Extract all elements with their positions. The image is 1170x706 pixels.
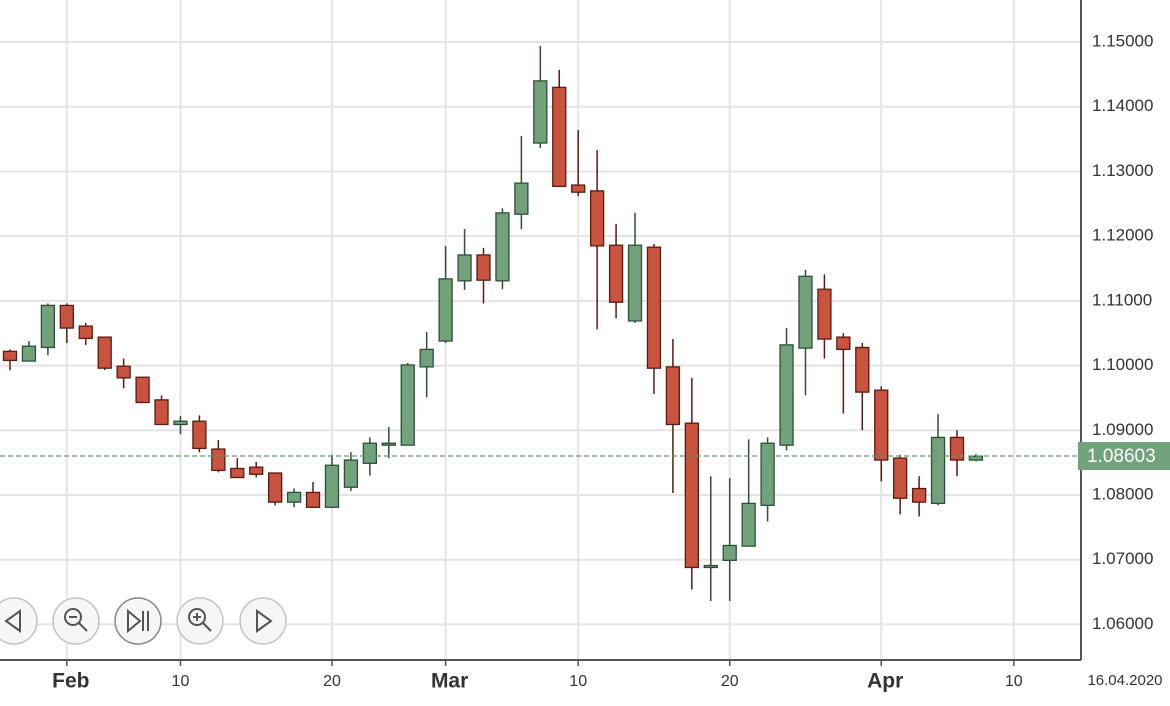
- candle-body: [135, 376, 150, 404]
- candle-body: [722, 544, 737, 562]
- y-tick-label: 1.15000: [1092, 32, 1153, 51]
- candle-body: [533, 80, 548, 144]
- candle-body: [97, 336, 112, 369]
- y-tick-label: 1.09000: [1092, 420, 1153, 439]
- candle-body: [571, 184, 586, 193]
- candle-body: [78, 325, 93, 340]
- candle-body: [192, 420, 207, 450]
- candle-body: [893, 457, 908, 499]
- y-tick-label: 1.13000: [1092, 161, 1153, 180]
- candle-body: [495, 212, 510, 282]
- candle-body: [419, 348, 434, 368]
- x-tick-label: 20: [721, 673, 739, 690]
- candle-body: [874, 389, 889, 461]
- candles: [0, 45, 1081, 602]
- candle-body: [2, 350, 18, 362]
- candle-body: [514, 182, 529, 215]
- y-tick-label: 1.07000: [1092, 549, 1153, 568]
- candle-body: [949, 436, 965, 461]
- candle-body: [741, 502, 756, 547]
- x-tick-label: 10: [1005, 673, 1023, 690]
- y-tick-label: 1.12000: [1092, 226, 1153, 245]
- candle-body: [627, 244, 643, 322]
- candle-body: [760, 442, 775, 507]
- play-pause-button[interactable]: [114, 597, 162, 645]
- y-tick-label: 1.08000: [1092, 484, 1153, 503]
- x-tick-label: Feb: [52, 670, 89, 693]
- y-tick-label: 1.06000: [1092, 614, 1153, 633]
- candle-body: [249, 466, 264, 475]
- x-tick-label: Apr: [867, 670, 903, 693]
- y-tick-label: 1.14000: [1092, 96, 1153, 115]
- candle-body: [457, 254, 472, 282]
- candle-body: [40, 304, 56, 349]
- candle-body: [911, 487, 927, 503]
- x-tick-label: 10: [569, 673, 587, 690]
- candle-body: [855, 346, 870, 393]
- y-tick-label: 1.11000: [1092, 290, 1152, 309]
- candle-body: [930, 436, 946, 505]
- zoom-in-button[interactable]: [176, 597, 224, 645]
- candle-body: [476, 254, 491, 281]
- labels: 1.06000 1.07000 1.08000 1.09000 1.10000 1.110…: [52, 32, 1170, 693]
- candle-body: [646, 246, 662, 369]
- candle-body: [779, 344, 794, 446]
- candle-body: [968, 455, 984, 461]
- candle-body: [608, 244, 624, 303]
- candle-body: [154, 399, 169, 426]
- candle-body: [268, 472, 283, 503]
- x-tick-label: 10: [172, 673, 190, 690]
- candle-body: [59, 304, 74, 329]
- candle-body: [836, 336, 851, 351]
- candle-body: [305, 491, 321, 508]
- candle-body: [381, 442, 396, 446]
- last-price-box: [1078, 441, 1170, 470]
- last-price-label: 1.08603: [1087, 446, 1156, 467]
- candle-body: [343, 459, 359, 488]
- candle-body: [684, 422, 699, 569]
- candle-body: [798, 275, 813, 349]
- x-tick-label: Mar: [431, 670, 468, 693]
- candle-body: [211, 448, 226, 472]
- candle-body: [703, 564, 718, 569]
- candle-body: [589, 190, 605, 247]
- zoom-out-button[interactable]: [52, 597, 100, 645]
- candle-body: [438, 278, 453, 342]
- candle-body: [362, 442, 378, 464]
- candle-body: [400, 364, 415, 446]
- candle-body: [665, 366, 681, 426]
- candle-body: [21, 345, 37, 362]
- candle-body: [552, 86, 567, 188]
- y-tick-label: 1.10000: [1092, 355, 1153, 374]
- date-label: 16.04.2020: [1087, 672, 1162, 689]
- candle-body: [286, 491, 302, 503]
- candle-body: [230, 467, 245, 479]
- x-tick-label: 20: [323, 673, 341, 690]
- candle-body: [173, 420, 188, 426]
- scroll-right-button[interactable]: [239, 597, 287, 645]
- candle-body: [116, 365, 131, 379]
- scroll-left-button[interactable]: [0, 597, 38, 645]
- candle-body: [324, 464, 340, 508]
- candle-body: [817, 288, 832, 340]
